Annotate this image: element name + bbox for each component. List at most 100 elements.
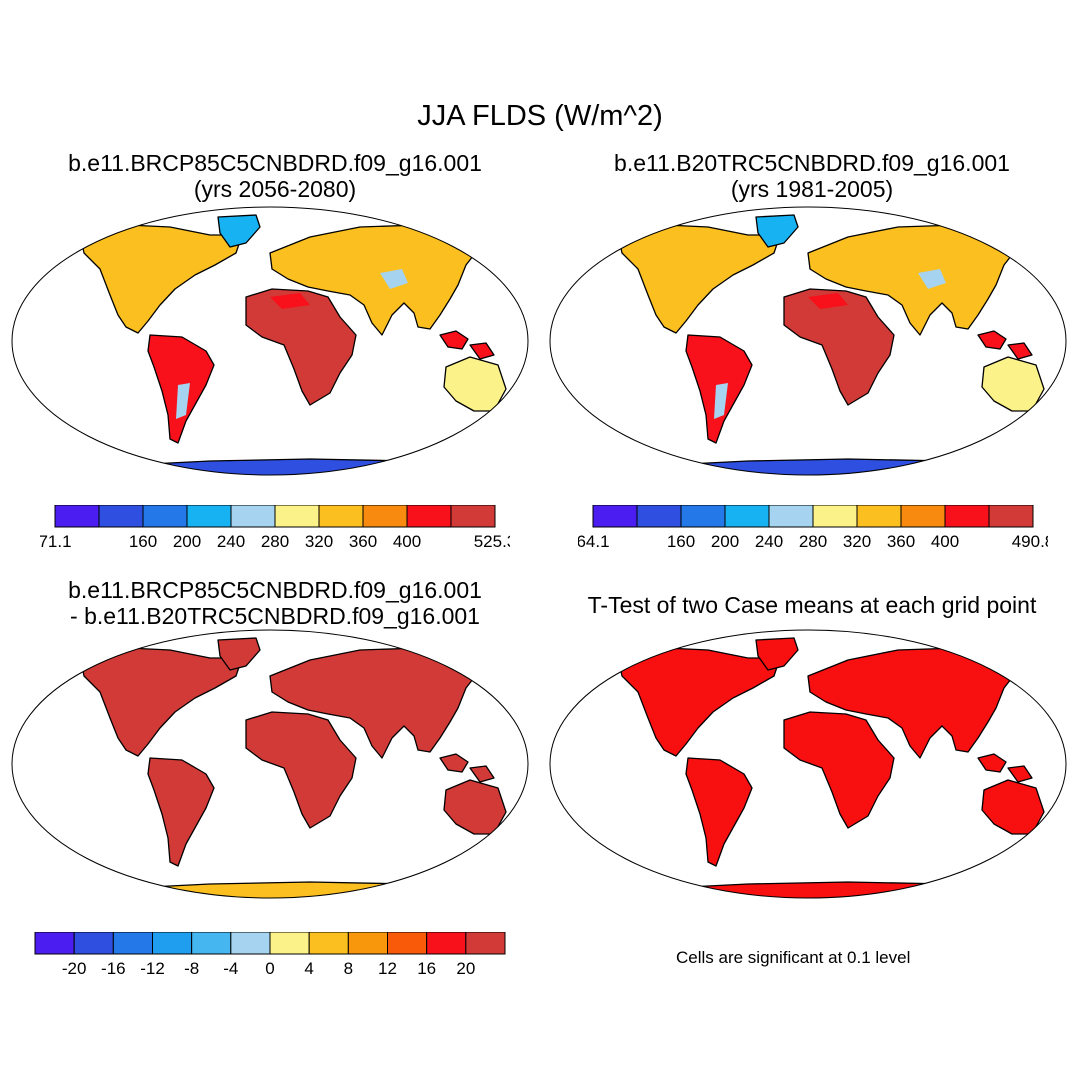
map-rcp85 [11,206,529,476]
colorbar-swatch [269,932,310,955]
colorbar-swatch [636,505,682,528]
land-africa [783,711,895,829]
land-greenland [217,214,261,248]
panel-title-ttest-line1: T-Test of two Case means at each grid po… [587,592,1037,618]
colorbar-tick-label: 200 [711,532,739,551]
colorbar-swatch [191,932,232,955]
colorbar-swatch [230,505,276,528]
colorbar-swatch [724,505,770,528]
colorbar-tick-label: -8 [184,959,199,978]
colorbar-swatch [152,932,193,955]
colorbar-swatch [592,505,638,528]
colorbar-swatch [142,505,188,528]
land-southAmerica [147,757,215,867]
panel-title-20tr-line1: b.e11.B20TRC5CNBDRD.f09_g16.001 [614,150,1010,176]
land-northAmerica [79,647,243,757]
panel-title-20tr: b.e11.B20TRC5CNBDRD.f09_g16.001 (yrs 198… [552,150,1072,202]
colorbar-tick-label: 71.1 [40,532,72,551]
significance-note: Cells are significant at 0.1 level [676,948,911,967]
colorbar-tick-label: 320 [843,532,871,551]
colorbar-tick-label: -4 [223,959,238,978]
panel-title-rcp85-line2: (yrs 2056-2080) [193,176,357,202]
colorbar-tick-label: 200 [173,532,201,551]
colorbar-swatch [73,932,114,955]
colorbar-swatch [900,505,946,528]
colorbar-swatch [450,505,496,528]
land-greenland [217,637,261,671]
land-seAsia [977,330,1033,360]
panel-title-rcp85-line1: b.e11.BRCP85C5CNBDRD.f09_g16.001 [68,150,482,176]
land-africa [245,288,357,406]
map-20tr [549,206,1067,476]
colorbar-tick-label: 490.8 [1012,532,1048,551]
region-sahara [808,293,848,309]
colorbar-tick-label: 280 [799,532,827,551]
colorbar-swatch [54,505,100,528]
colorbar-swatch [426,932,467,955]
globe-outline [549,206,1067,476]
panel-title-ttest: T-Test of two Case means at each grid po… [552,592,1072,618]
globe-outline [11,206,529,476]
colorbar-tick-label: 320 [305,532,333,551]
colorbar-tick-label: 12 [378,959,397,978]
colorbar-tick-label: 4 [304,959,313,978]
colorbar-swatch [112,932,154,955]
colorbar-swatch [988,505,1034,528]
colorbar-swatch [465,932,506,955]
land-seAsia [977,753,1033,783]
colorbar-tick-label: -12 [140,959,165,978]
colorbar-tick-label: 0 [265,959,274,978]
land-greenland [755,214,799,248]
region-andes [714,383,728,419]
region-sahara [270,293,310,309]
colorbar-swatch [347,932,389,955]
globe-outline [549,629,1067,899]
colorbar-swatch [856,505,902,528]
colorbar-tick-label: 400 [931,532,959,551]
colorbar-swatch [387,932,428,955]
land-africa [245,711,357,829]
colorbar-difference: -20 -16 -12 -8 -4 0 4 8 12 16 20 [34,932,506,978]
region-tibet [918,269,946,289]
colorbar-tick-label: -16 [101,959,126,978]
colorbar-tick-label: -20 [62,959,87,978]
colorbar-20tr: 64.1 160 200 240 280 320 360 400 490.8 [578,505,1048,551]
colorbar-swatch [318,505,364,528]
colorbar-tick-label: 20 [456,959,475,978]
panel-title-20tr-line2: (yrs 1981-2005) [730,176,894,202]
land-seAsia [439,753,495,783]
land-greenland [755,637,799,671]
colorbar-swatch [362,505,408,528]
colorbar-tick-label: 16 [417,959,436,978]
map-difference [11,629,529,899]
colorbar-tick-label: 280 [261,532,289,551]
colorbar-swatch [680,505,726,528]
colorbar-swatch [944,505,990,528]
colorbar-swatch [768,505,814,528]
colorbar-swatch [406,505,452,528]
colorbar-swatch [186,505,232,528]
colorbar-swatch [230,932,271,955]
colorbar-tick-label: 64.1 [578,532,610,551]
colorbar-tick-label: 240 [755,532,783,551]
colorbar-swatch [308,932,349,955]
region-tibet [380,269,408,289]
panel-title-rcp85: b.e11.BRCP85C5CNBDRD.f09_g16.001 (yrs 20… [15,150,535,202]
colorbar-swatch [34,932,75,955]
colorbar-tick-label: 360 [887,532,915,551]
map-ttest [549,629,1067,899]
panel-title-difference-line1: b.e11.BRCP85C5CNBDRD.f09_g16.001 [68,577,482,603]
colorbar-tick-label: 525.3 [474,532,510,551]
colorbar-swatch [98,505,144,528]
colorbar-tick-label: 400 [393,532,421,551]
panel-title-difference: b.e11.BRCP85C5CNBDRD.f09_g16.001 - b.e11… [15,577,535,629]
region-andes [176,383,190,419]
globe-outline [11,629,529,899]
colorbar-rcp85: 71.1 160 200 240 280 320 360 400 525.3 [40,505,510,551]
land-seAsia [439,330,495,360]
land-northAmerica [79,224,243,334]
land-africa [783,288,895,406]
land-northAmerica [617,647,781,757]
colorbar-tick-label: 360 [349,532,377,551]
land-northAmerica [617,224,781,334]
